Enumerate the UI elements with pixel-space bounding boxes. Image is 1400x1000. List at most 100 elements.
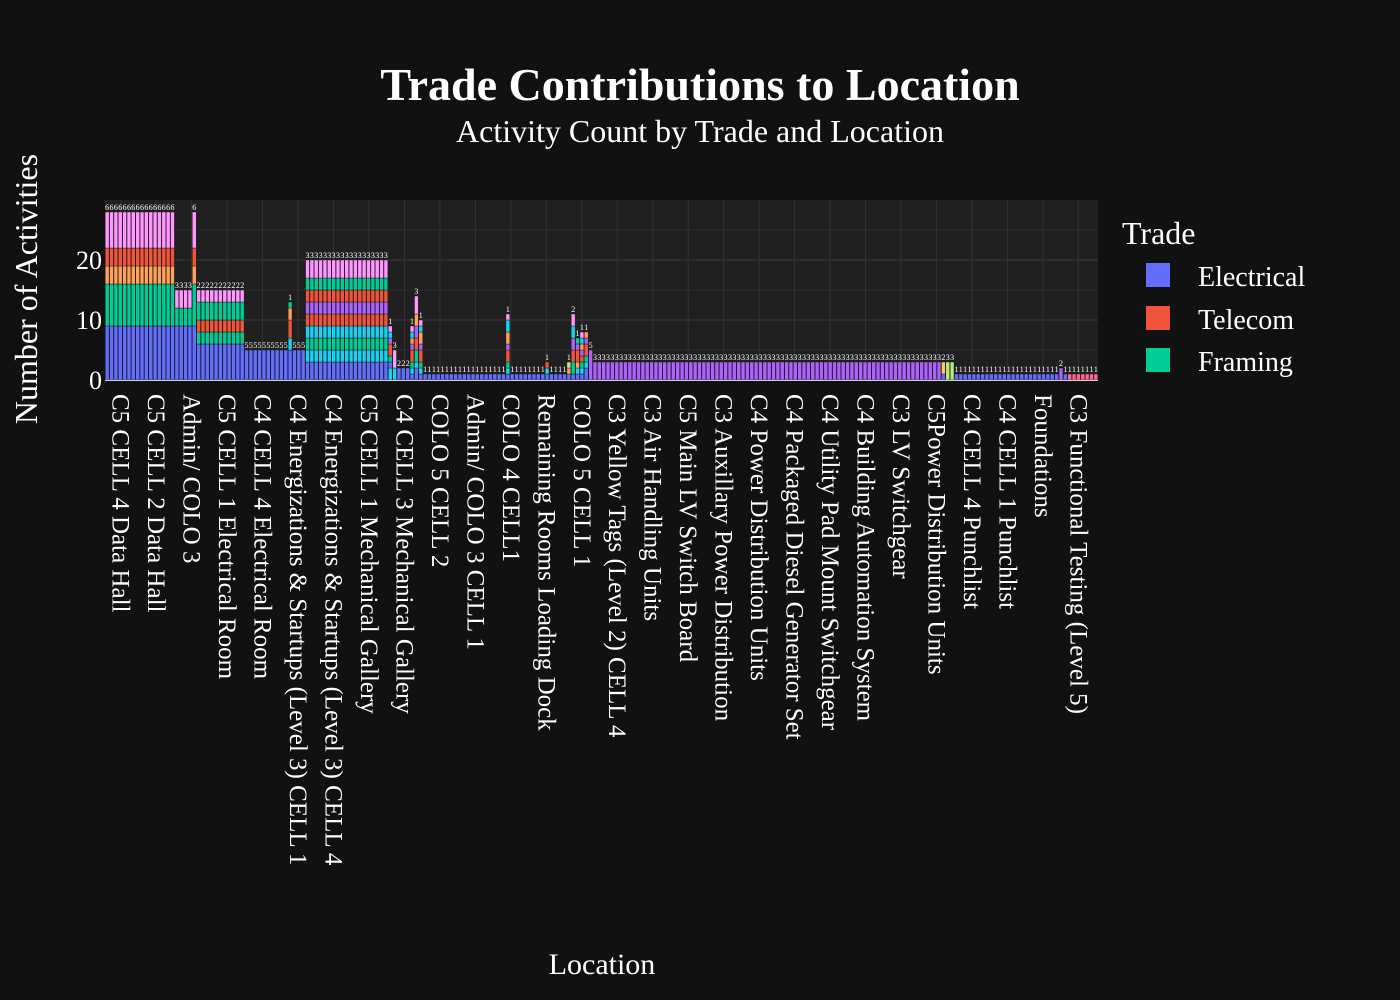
bar-segment bbox=[357, 259, 362, 279]
bar-segment bbox=[505, 361, 510, 369]
bar-value-label: 3 bbox=[893, 353, 897, 362]
bar-segment bbox=[771, 361, 776, 381]
bar-segment bbox=[575, 337, 580, 345]
chart-title: Trade Contributions to Location bbox=[380, 59, 1019, 110]
bar-value-label: 2 bbox=[197, 281, 201, 290]
bar-segment bbox=[396, 367, 402, 381]
bar-segment bbox=[414, 337, 419, 351]
bar-segment bbox=[571, 325, 576, 339]
bar-segment bbox=[322, 361, 328, 381]
bar-segment bbox=[240, 331, 245, 345]
bar-segment bbox=[240, 289, 245, 303]
bar-segment bbox=[126, 211, 132, 249]
bar-segment bbox=[322, 259, 328, 279]
bar-segment bbox=[497, 373, 502, 381]
bar-segment bbox=[139, 211, 145, 249]
bar-segment bbox=[483, 373, 489, 381]
bar-segment bbox=[388, 367, 393, 381]
bar-segment bbox=[344, 361, 349, 381]
bar-segment bbox=[353, 301, 358, 315]
bar-segment bbox=[187, 289, 193, 309]
bar-segment bbox=[549, 373, 554, 381]
bar-segment bbox=[353, 313, 358, 327]
bar-segment bbox=[314, 277, 319, 291]
bar-value-label: 3 bbox=[310, 251, 314, 260]
bar-value-label: 6 bbox=[157, 203, 161, 212]
bar-segment bbox=[370, 337, 375, 351]
bar-value-label: 1 bbox=[519, 365, 523, 374]
bar-value-label: 3 bbox=[358, 251, 362, 260]
bar-segment bbox=[409, 373, 415, 381]
bar-segment bbox=[213, 343, 219, 381]
bar-segment bbox=[366, 289, 371, 303]
bar-segment bbox=[122, 211, 127, 249]
bar-segment bbox=[287, 307, 293, 321]
bar-value-label: 3 bbox=[711, 353, 715, 362]
bar-value-label: 1 bbox=[528, 365, 532, 374]
bar-value-label: 5 bbox=[266, 341, 270, 350]
bar-value-label: 3 bbox=[637, 353, 641, 362]
bar-segment bbox=[218, 301, 223, 321]
bar-value-label: 1 bbox=[454, 365, 458, 374]
bar-value-label: 3 bbox=[758, 353, 762, 362]
bar-value-label: 2 bbox=[214, 281, 218, 290]
bar-segment bbox=[118, 211, 123, 249]
bar-segment bbox=[344, 277, 349, 291]
bar-segment bbox=[344, 325, 349, 339]
bar-segment bbox=[475, 373, 480, 381]
bar-value-label: 1 bbox=[959, 365, 963, 374]
bar-value-label: 1 bbox=[410, 317, 414, 326]
bar-value-label: 3 bbox=[911, 353, 915, 362]
bar-value-label: 1 bbox=[480, 365, 484, 374]
bar-segment bbox=[584, 331, 589, 339]
bar-value-label: 2 bbox=[941, 353, 945, 362]
bar-segment bbox=[736, 361, 741, 381]
bar-segment bbox=[823, 361, 828, 381]
bar-value-label: 3 bbox=[833, 353, 837, 362]
bar-value-label: 3 bbox=[375, 251, 379, 260]
bar-segment bbox=[976, 373, 981, 381]
bar-segment bbox=[362, 277, 367, 291]
bar-segment bbox=[579, 355, 585, 363]
bar-value-label: 3 bbox=[184, 281, 188, 290]
bar-segment bbox=[584, 337, 589, 345]
bar-value-label: 3 bbox=[937, 353, 941, 362]
bar-value-label: 1 bbox=[502, 365, 506, 374]
bar-segment bbox=[562, 373, 567, 381]
legend-swatch-telecom bbox=[1146, 306, 1170, 330]
bar-segment bbox=[105, 247, 110, 267]
bar-segment bbox=[388, 331, 393, 339]
bar-value-label: 5 bbox=[258, 341, 262, 350]
bar-segment bbox=[375, 277, 380, 291]
bar-value-label: 3 bbox=[915, 353, 919, 362]
legend-item-electrical[interactable]: Electrical bbox=[1146, 262, 1305, 293]
legend-item-telecom[interactable]: Telecom bbox=[1146, 305, 1294, 336]
bar-segment bbox=[418, 325, 423, 333]
bar-segment bbox=[910, 361, 916, 381]
bar-segment bbox=[784, 361, 789, 381]
bar-segment bbox=[170, 247, 175, 267]
bar-segment bbox=[388, 337, 393, 345]
bar-value-label: 6 bbox=[140, 203, 144, 212]
bar-segment bbox=[139, 283, 145, 327]
bar-segment bbox=[357, 337, 362, 351]
bar-segment bbox=[436, 373, 441, 381]
bar-segment bbox=[884, 361, 889, 381]
bar-segment bbox=[906, 361, 911, 381]
bar-segment bbox=[327, 259, 332, 279]
bar-segment bbox=[370, 361, 375, 381]
bar-segment bbox=[296, 349, 301, 381]
bar-segment bbox=[383, 289, 389, 303]
bar-segment bbox=[183, 289, 188, 309]
bar-value-label: 3 bbox=[806, 353, 810, 362]
bar-segment bbox=[1063, 373, 1068, 381]
legend-item-framing[interactable]: Framing bbox=[1146, 347, 1293, 378]
bar-segment bbox=[257, 349, 262, 381]
x-tick-label: C4 Utility Pad Mount Switchgear bbox=[816, 394, 843, 731]
bar-value-label: 3 bbox=[628, 353, 632, 362]
bar-segment bbox=[222, 289, 227, 303]
bar-value-label: 2 bbox=[218, 281, 222, 290]
bar-value-label: 1 bbox=[475, 365, 479, 374]
bar-segment bbox=[457, 373, 463, 381]
bar-segment bbox=[418, 373, 423, 381]
